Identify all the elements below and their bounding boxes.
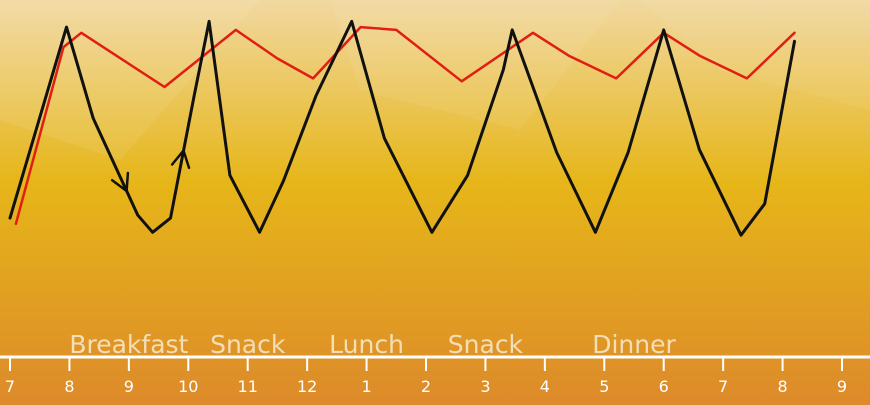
series-lines xyxy=(8,19,796,237)
background-highlight-center xyxy=(330,0,620,130)
background-highlight-left xyxy=(0,0,260,160)
x-tick-label: 9 xyxy=(837,377,847,396)
x-tick-label: 12 xyxy=(297,377,317,396)
meal-label-lunch: Lunch xyxy=(329,330,404,359)
series-line-red xyxy=(14,25,796,226)
x-tick-label: 7 xyxy=(718,377,728,396)
x-tick-label: 9 xyxy=(124,377,134,396)
x-tick-label: 1 xyxy=(361,377,371,396)
meal-labels: Breakfast Snack Lunch Snack Dinner xyxy=(69,330,676,359)
x-tick-label: 2 xyxy=(421,377,431,396)
direction-arrows xyxy=(110,148,191,194)
x-tick-label: 8 xyxy=(64,377,74,396)
meal-label-breakfast: Breakfast xyxy=(69,330,188,359)
x-tick-label: 11 xyxy=(238,377,258,396)
x-axis: 7 8 9 10 11 12 1 2 3 4 5 6 7 8 9 xyxy=(0,355,870,396)
series-line-black xyxy=(8,19,796,237)
x-tick-label: 5 xyxy=(599,377,609,396)
down-arrow xyxy=(110,171,130,194)
meal-label-snack: Snack xyxy=(448,330,524,359)
x-tick-label: 6 xyxy=(659,377,669,396)
x-tick-label: 7 xyxy=(5,377,15,396)
x-tick-label: 3 xyxy=(480,377,490,396)
meal-label-dinner: Dinner xyxy=(592,330,676,359)
x-tick-label: 4 xyxy=(540,377,550,396)
up-arrow xyxy=(170,148,191,170)
meal-label-snack: Snack xyxy=(210,330,286,359)
x-tick-label: 10 xyxy=(178,377,198,396)
background-highlight-right xyxy=(640,0,870,110)
x-tick-label: 8 xyxy=(777,377,787,396)
